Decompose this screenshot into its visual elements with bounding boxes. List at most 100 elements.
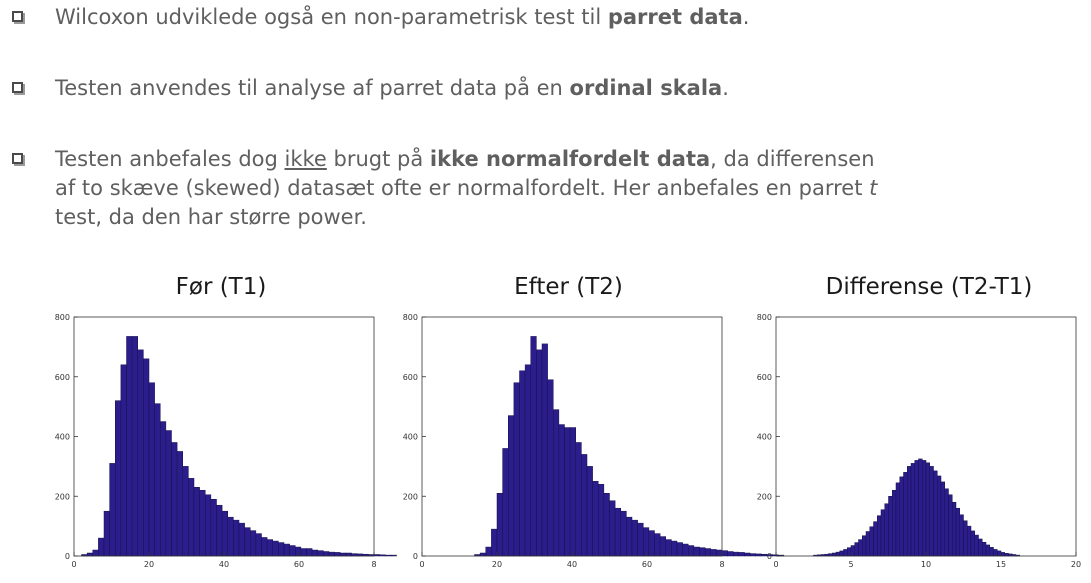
- histogram-bar: [385, 554, 392, 557]
- text-run: af to skæve (skewed) datasæt ofte er nor…: [55, 176, 870, 200]
- histogram-bar: [115, 400, 122, 557]
- text-run: .: [722, 76, 729, 100]
- histogram-bar: [716, 549, 723, 557]
- histogram-bar: [373, 554, 380, 557]
- y-tick-label: 200: [403, 492, 418, 501]
- checkbox-bullet-icon: [12, 82, 23, 93]
- histogram-panels: Før (T1) Efter (T2) Differense (T2-T1) 0…: [0, 262, 1091, 579]
- y-tick-label: 0: [65, 552, 70, 561]
- histogram-bar: [631, 519, 638, 557]
- histogram-bar: [524, 364, 531, 557]
- bullet-text: Testen anvendes til analyse af parret da…: [55, 74, 729, 103]
- histogram-bar: [727, 551, 734, 557]
- histogram-bar: [553, 409, 560, 557]
- histogram-bar: [671, 540, 678, 557]
- histogram-bar: [148, 382, 155, 557]
- histogram-bar: [948, 494, 953, 557]
- histogram-bar: [569, 427, 576, 557]
- checkbox-bullet-icon: [12, 153, 23, 164]
- histogram-bar: [869, 526, 874, 557]
- histogram-bar: [654, 533, 661, 557]
- text-run: test, da den har større power.: [55, 205, 367, 229]
- histogram-bar: [205, 494, 212, 557]
- y-tick-label: 600: [403, 373, 418, 382]
- histogram-bar: [496, 493, 503, 557]
- histogram-bar: [165, 430, 172, 557]
- histogram-bar: [513, 382, 520, 557]
- histogram-bar: [862, 535, 867, 557]
- chart-title: Før (T1): [175, 274, 267, 300]
- histogram-bar: [865, 531, 870, 557]
- histogram-bar: [974, 534, 979, 557]
- histogram-bar: [238, 522, 245, 557]
- histogram-bar: [854, 542, 859, 557]
- underlined-text: ikke: [284, 147, 327, 171]
- histogram-bar: [317, 550, 324, 557]
- histogram-bar: [575, 442, 582, 557]
- histogram-bar: [334, 552, 341, 557]
- chart-title: Efter (T2): [514, 274, 623, 300]
- x-tick-label: 10: [921, 560, 931, 569]
- histogram-bar: [944, 488, 949, 557]
- y-tick-label: 400: [403, 433, 418, 442]
- histogram-bar: [306, 548, 313, 557]
- chart-title: Differense (T2-T1): [825, 274, 1033, 300]
- histogram-bar: [193, 487, 200, 557]
- histogram-bar: [843, 549, 848, 557]
- histogram-bar: [188, 478, 195, 557]
- histogram-bar: [530, 336, 537, 557]
- histogram-bar: [850, 545, 855, 557]
- histogram-bar: [592, 481, 599, 557]
- histogram-bar: [323, 551, 330, 557]
- y-tick-label: 0: [767, 552, 772, 561]
- y-tick-label: 800: [757, 313, 772, 322]
- histogram-bar: [143, 358, 150, 557]
- histogram-bar: [952, 501, 957, 557]
- italic-text: t: [869, 176, 878, 200]
- histogram-bar: [903, 472, 908, 557]
- histogram-bar: [491, 528, 498, 557]
- histogram-bar: [665, 539, 672, 557]
- text-line: af to skæve (skewed) datasæt ofte er nor…: [55, 174, 877, 203]
- histogram-bar: [216, 504, 223, 557]
- histogram-bar: [693, 546, 700, 557]
- histogram-bar: [171, 442, 178, 557]
- histogram-bar: [250, 530, 257, 557]
- histogram-bar: [997, 550, 1002, 557]
- histogram-bar: [210, 498, 217, 557]
- histogram-bar: [176, 451, 183, 557]
- histogram-bar: [289, 545, 296, 557]
- histogram-bar: [126, 336, 133, 557]
- histogram-bar: [659, 536, 666, 557]
- text-run: Wilcoxon udviklede også en non-parametri…: [55, 5, 608, 29]
- histogram-bar: [963, 520, 968, 557]
- x-tick-label: 40: [567, 560, 577, 569]
- x-tick-label: 20: [492, 560, 502, 569]
- text-line: test, da den har større power.: [55, 203, 877, 232]
- text-line: Testen anbefales dog ikke brugt på ikke …: [55, 145, 877, 174]
- histogram-bar: [547, 379, 554, 557]
- x-tick-label: 0: [419, 560, 424, 569]
- histogram-bar: [227, 516, 234, 557]
- histogram-bar: [907, 466, 912, 557]
- histogram-bar: [502, 448, 509, 557]
- histogram-bar: [120, 364, 127, 557]
- histogram-bar: [536, 349, 543, 557]
- histogram-bar: [688, 545, 695, 557]
- histogram-bar: [749, 553, 756, 557]
- text-run: Testen anvendes til analyse af parret da…: [55, 76, 570, 100]
- histogram-bar: [978, 538, 983, 557]
- histogram-bar: [266, 539, 273, 557]
- histogram-bar: [92, 549, 99, 557]
- histogram-bar: [390, 554, 397, 557]
- x-tick-label: 5: [848, 560, 853, 569]
- histogram-bar: [925, 462, 930, 557]
- bold-text: ikke normalfordelt data: [429, 147, 711, 171]
- x-tick-label: 60: [294, 560, 304, 569]
- histogram-bar: [340, 552, 347, 557]
- histogram-bar: [643, 527, 650, 557]
- histogram-bar: [244, 527, 251, 557]
- histogram-bar: [485, 546, 492, 557]
- histogram-bar: [884, 503, 889, 557]
- histogram-bar: [858, 539, 863, 557]
